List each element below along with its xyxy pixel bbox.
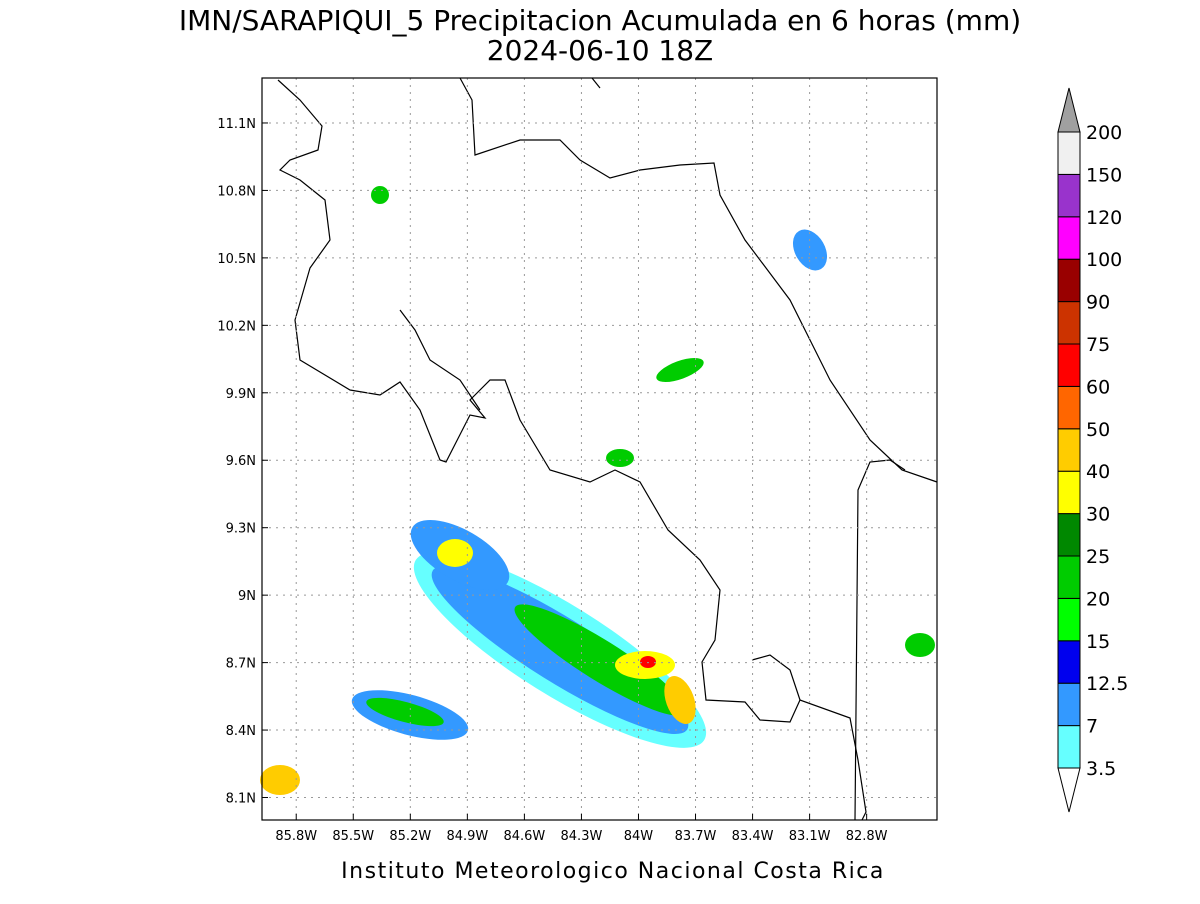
lon-tick-label: 85.5W [332, 829, 374, 844]
colorbar-band [1057, 131, 1081, 175]
colorbar-band [1057, 597, 1081, 642]
colorbar-label: 60 [1086, 376, 1110, 398]
lat-tick-label: 9.9N [226, 387, 256, 402]
lon-tick-label: 84W [624, 829, 654, 844]
lat-tick-label: 9N [238, 589, 256, 604]
lon-tick-label: 84.9W [446, 829, 488, 844]
colorbar-band [1057, 725, 1081, 769]
colorbar-label: 90 [1086, 292, 1110, 314]
colorbar-label: 40 [1086, 461, 1110, 483]
lon-tick-label: 85.2W [389, 829, 431, 844]
colorbar-label: 20 [1086, 588, 1110, 610]
lon-tick-label: 83.1W [789, 829, 831, 844]
map-frame [261, 77, 938, 821]
colorbar-band [1057, 513, 1081, 557]
graticule [262, 78, 937, 820]
colorbar-label: 50 [1086, 419, 1110, 441]
colorbar-band [1057, 258, 1081, 303]
colorbar-under [1057, 767, 1081, 813]
lon-tick-label: 84.6W [503, 829, 545, 844]
colorbar-label: 3.5 [1086, 758, 1116, 780]
colorbar-label: 120 [1086, 207, 1122, 229]
footer: Instituto Meteorologico Nacional Costa R… [341, 859, 885, 884]
axes: 85.8W 85.5W 85.2W 84.9W 84.6W 84.3W 84W 83.7W 83… [217, 117, 887, 844]
lat-tick-label: 9.3N [226, 522, 256, 537]
colorbar-band [1057, 682, 1081, 727]
lat-tick-label: 8.7N [226, 657, 256, 672]
colorbar-band [1057, 470, 1081, 515]
colorbar-band [1057, 301, 1081, 345]
lon-tick-label: 84.3W [561, 829, 603, 844]
colorbar-label: 200 [1086, 122, 1122, 144]
subtitle: 2024-06-10 18Z [487, 34, 713, 67]
title: IMN/SARAPIQUI_5 Precipitacion Acumulada … [179, 4, 1021, 37]
colorbar-band [1057, 555, 1081, 599]
colorbar-band [1057, 173, 1081, 218]
colorbar-band [1057, 640, 1081, 684]
colorbar-label: 150 [1086, 164, 1122, 186]
colorbar-band [1057, 385, 1081, 430]
lat-tick-label: 11.1N [217, 117, 256, 132]
colorbar-over [1057, 87, 1081, 133]
lon-tick-label: 83.4W [732, 829, 774, 844]
colorbar: 3.5 7 12.5 15 20 25 30 40 50 60 75 90 100 120 150 200 [1057, 87, 1128, 813]
lon-tick-label: 82.8W [846, 829, 888, 844]
lon-tick-label: 85.8W [275, 829, 317, 844]
colorbar-band [1057, 343, 1081, 387]
lat-tick-label: 10.5N [217, 252, 256, 267]
colorbar-band [1057, 428, 1081, 472]
colorbar-label: 75 [1086, 334, 1110, 356]
colorbar-label: 7 [1086, 716, 1098, 738]
colorbar-label: 15 [1086, 631, 1110, 653]
colorbar-label: 12.5 [1086, 673, 1128, 695]
lon-tick-label: 83.7W [675, 829, 717, 844]
colorbar-label: 25 [1086, 546, 1110, 568]
lat-tick-label: 10.2N [217, 319, 256, 334]
lat-tick-label: 8.4N [226, 724, 256, 739]
lat-tick-label: 9.6N [226, 454, 256, 469]
lat-tick-label: 8.1N [226, 792, 256, 807]
colorbar-label: 30 [1086, 504, 1110, 526]
coastline [277, 77, 938, 821]
precipitation-field [260, 186, 935, 795]
colorbar-band [1057, 216, 1081, 260]
colorbar-label: 100 [1086, 249, 1122, 271]
lat-tick-label: 10.8N [217, 184, 256, 199]
